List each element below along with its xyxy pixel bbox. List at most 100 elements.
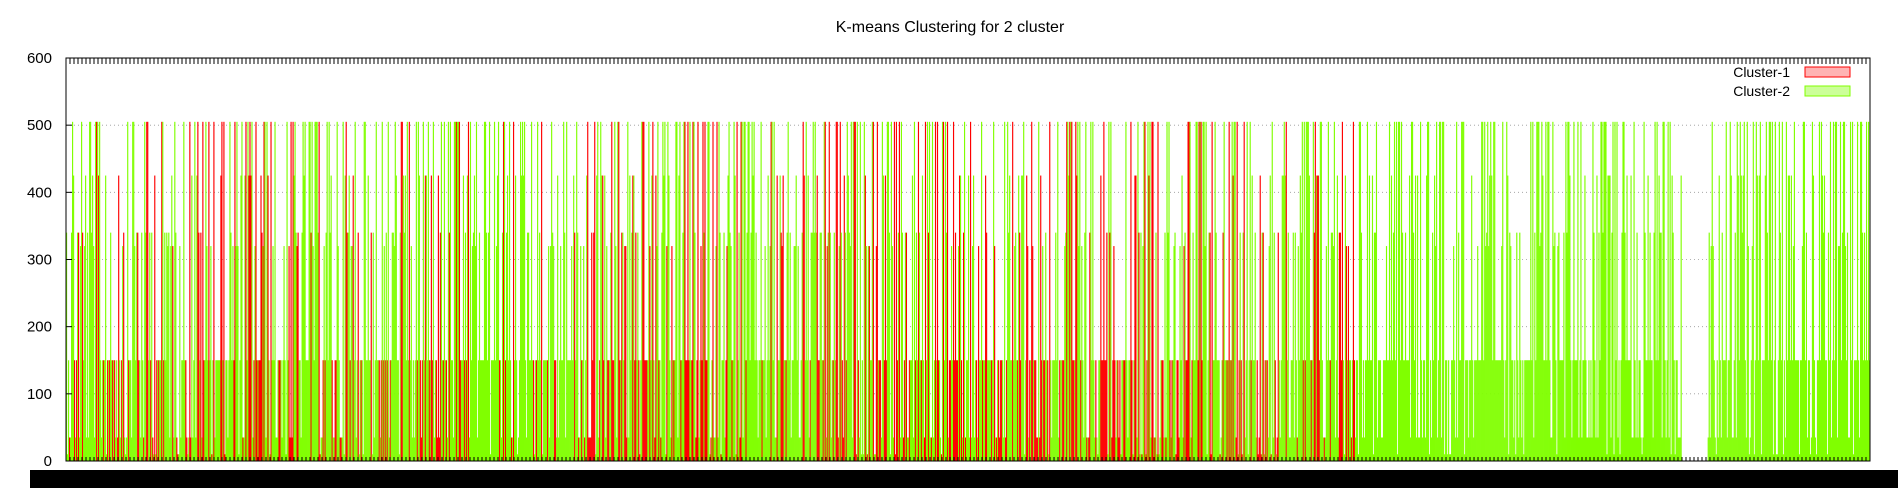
bar-cluster-2 [1074,360,1076,461]
bar-cluster-2 [1046,360,1048,461]
bar-cluster-1 [691,360,693,461]
bar-cluster-2 [464,232,467,461]
bar-cluster-1 [1036,437,1038,461]
bar-cluster-2 [1595,437,1597,461]
bar-cluster-2 [218,360,220,461]
bar-cluster-2 [1423,360,1425,461]
bar-cluster-2 [402,175,404,462]
bar-cluster-1 [712,121,714,461]
bar-cluster-2 [1360,232,1363,461]
bar-cluster-1 [114,360,116,461]
bar-cluster-2 [771,121,773,461]
bar-cluster-2 [1633,121,1635,461]
bar-cluster-2 [1495,360,1497,461]
bar-cluster-2 [900,121,902,461]
bar-cluster-2 [492,360,495,461]
bar-cluster-2 [1737,175,1739,462]
bar-cluster-2 [1532,121,1534,461]
bar-cluster-2 [629,175,631,462]
bar-cluster-2 [1730,175,1732,462]
bar-cluster-2 [983,360,985,461]
bar-cluster-2 [1335,360,1337,461]
bar-cluster-1 [1134,175,1136,462]
bar-cluster-2 [1400,121,1403,461]
bar-cluster-2 [1091,360,1093,461]
bar-cluster-2 [411,437,413,461]
bar-cluster-2 [1441,437,1443,461]
bar-cluster-2 [1065,232,1067,461]
bar-cluster-1 [263,121,265,461]
bar-cluster-2 [992,360,994,461]
bar-cluster-2 [170,246,172,461]
bar-cluster-2 [1791,360,1793,461]
bar-cluster-2 [131,437,133,461]
bar-cluster-2 [1446,360,1448,461]
bar-cluster-1 [836,121,838,461]
bar-cluster-2 [1460,360,1462,461]
bar-cluster-2 [1409,437,1412,461]
bar-cluster-1 [696,360,698,461]
bar-cluster-1 [278,360,280,461]
bar-cluster-1 [1185,360,1187,461]
bar-cluster-1 [701,360,703,461]
bar-cluster-2 [544,360,546,461]
bar-cluster-2 [1077,121,1079,461]
bar-cluster-2 [1675,360,1677,461]
bar-cluster-2 [119,360,121,461]
bar-cluster-1 [953,360,956,461]
bar-cluster-2 [1371,175,1374,462]
bar-cluster-2 [1325,246,1327,461]
bar-cluster-2 [1375,121,1378,461]
bar-cluster-1 [716,121,718,461]
bar-cluster-2 [636,360,638,461]
bar-cluster-2 [582,360,584,461]
bar-cluster-2 [899,437,901,461]
bar-cluster-2 [1419,437,1421,461]
bar-cluster-1 [382,360,384,461]
bar-cluster-2 [1727,360,1729,461]
bar-cluster-2 [338,360,340,461]
bar-cluster-2 [497,121,500,461]
bar-cluster-2 [653,360,655,461]
bar-cluster-1 [502,121,505,461]
bar-cluster-2 [359,360,361,461]
bar-cluster-2 [429,360,431,461]
bar-cluster-2 [892,437,894,461]
bar-cluster-1 [260,175,262,462]
bar-cluster-1 [123,232,125,461]
bar-cluster-1 [224,454,226,461]
bar-cluster-1 [644,360,646,461]
bar-cluster-2 [1038,121,1040,461]
bar-cluster-2 [631,232,633,461]
bar-cluster-2 [1054,360,1056,461]
bar-cluster-2 [374,360,376,461]
bar-cluster-2 [1417,175,1419,462]
bar-cluster-1 [536,360,538,461]
bar-cluster-2 [623,360,625,461]
bar-cluster-2 [1294,232,1296,461]
bar-cluster-1 [1243,121,1245,461]
bar-cluster-2 [1546,360,1548,461]
bar-cluster-2 [206,246,208,461]
bar-cluster-2 [792,360,794,461]
bar-cluster-1 [245,121,247,461]
bar-cluster-2 [356,360,358,461]
bar-cluster-1 [920,360,923,461]
bar-cluster-2 [412,360,414,461]
bar-cluster-2 [630,360,632,461]
bar-cluster-2 [1196,121,1198,461]
bar-cluster-2 [1252,360,1254,461]
bar-cluster-1 [1088,437,1090,461]
bar-cluster-2 [1275,454,1277,461]
bar-cluster-2 [1643,121,1645,461]
bar-cluster-2 [1503,360,1505,461]
bar-cluster-2 [777,360,779,461]
bar-cluster-1 [884,175,886,462]
bar-cluster-2 [1142,246,1144,461]
bar-cluster-1 [835,121,837,461]
bar-cluster-1 [879,360,881,461]
bar-cluster-1 [319,454,321,461]
bar-cluster-2 [1480,360,1482,461]
bar-cluster-2 [1194,360,1196,461]
